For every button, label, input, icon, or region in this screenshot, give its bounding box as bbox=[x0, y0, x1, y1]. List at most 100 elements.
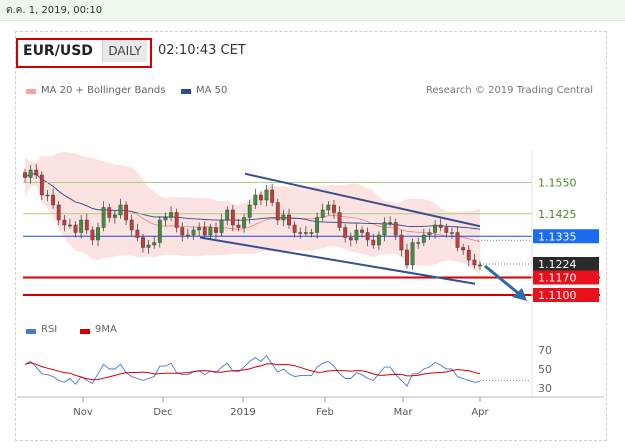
rsi-legend-label: RSI bbox=[41, 324, 58, 335]
bollinger-swatch bbox=[26, 89, 36, 94]
candle-body bbox=[371, 239, 376, 246]
candle-body bbox=[202, 227, 207, 236]
candle-body bbox=[354, 229, 359, 241]
candle-body bbox=[62, 219, 67, 226]
candle-body bbox=[56, 204, 61, 221]
candle-body bbox=[180, 227, 185, 236]
candle-body bbox=[382, 222, 387, 236]
candle-body bbox=[214, 227, 218, 233]
candle-body bbox=[450, 232, 454, 234]
time-label: 02:10:43 CET bbox=[158, 43, 246, 58]
date-bar: ต.ค. 1, 2019, 00:10 bbox=[0, 0, 625, 21]
level-label-box bbox=[533, 257, 599, 271]
level-label-1.1100: 1.1100 bbox=[538, 289, 577, 302]
ma50-swatch bbox=[181, 89, 191, 94]
candle-body bbox=[332, 204, 336, 213]
candle-body bbox=[242, 217, 246, 228]
rsi-ma-swatch bbox=[80, 329, 90, 334]
candle-body bbox=[236, 224, 241, 228]
candle-body bbox=[399, 234, 404, 251]
candle-body bbox=[96, 227, 100, 241]
candle-body bbox=[388, 222, 393, 224]
candle-body bbox=[135, 229, 140, 238]
pair-label: EUR/USD bbox=[23, 43, 93, 59]
channel-upper-line bbox=[244, 172, 481, 228]
rsi-line bbox=[24, 354, 481, 387]
candle-body bbox=[303, 232, 308, 234]
level-label-1.1425: 1.1425 bbox=[538, 208, 577, 221]
candle-body bbox=[197, 227, 202, 231]
rsi-tick-70: 70 bbox=[538, 344, 552, 357]
candle-body bbox=[264, 189, 269, 201]
candle-body bbox=[68, 224, 72, 227]
candle-body bbox=[298, 232, 303, 234]
candle-body bbox=[225, 209, 230, 221]
candle-body bbox=[112, 214, 117, 218]
candle-body bbox=[208, 227, 213, 236]
candle-body bbox=[45, 194, 50, 197]
candle-body bbox=[230, 209, 235, 226]
x-tick-label-Dec: Dec bbox=[153, 407, 172, 418]
candle-body bbox=[129, 219, 134, 231]
candle-body bbox=[259, 194, 263, 201]
candle-body bbox=[326, 204, 331, 211]
candle-body bbox=[292, 224, 297, 233]
candle-body bbox=[107, 207, 112, 218]
candle-body bbox=[73, 224, 78, 233]
candle-body bbox=[337, 212, 342, 228]
level-label-1.1170: 1.1170 bbox=[538, 272, 577, 285]
candle-body bbox=[287, 214, 291, 226]
candle-body bbox=[101, 207, 106, 228]
channel-lower-line bbox=[199, 236, 476, 285]
rsi-ma-line bbox=[24, 362, 481, 381]
timeframe-button[interactable]: DAILY bbox=[102, 40, 147, 62]
candle-body bbox=[438, 224, 443, 228]
level-label-1.1550: 1.1550 bbox=[538, 177, 577, 190]
candle-body bbox=[309, 232, 314, 234]
candle-body bbox=[421, 234, 426, 243]
candle-body bbox=[141, 237, 145, 248]
candle-body bbox=[124, 204, 129, 221]
x-tick-label-Mar: Mar bbox=[394, 407, 414, 418]
x-tick-label-Feb: Feb bbox=[316, 407, 334, 418]
candle-body bbox=[28, 169, 33, 178]
ma50-line bbox=[24, 173, 481, 230]
candle-body bbox=[461, 247, 466, 251]
candle-body bbox=[247, 204, 252, 218]
candle-body bbox=[39, 174, 44, 196]
x-tick-label-Apr: Apr bbox=[471, 407, 489, 418]
candle-body bbox=[90, 229, 95, 241]
level-label-arrow bbox=[592, 229, 599, 244]
candle-body bbox=[360, 229, 364, 233]
credit-label: Research © 2019 Trading Central bbox=[425, 85, 593, 96]
candle-body bbox=[348, 237, 353, 241]
candle-body bbox=[163, 217, 168, 221]
candle-body bbox=[186, 234, 190, 237]
level-label-box bbox=[533, 229, 599, 244]
candle-body bbox=[410, 242, 415, 266]
forecast-arrow-head bbox=[512, 288, 527, 301]
level-label-1.1224: 1.1224 bbox=[538, 258, 577, 271]
candle-body bbox=[427, 232, 432, 236]
candle-body bbox=[219, 219, 224, 233]
candle-body bbox=[146, 244, 151, 248]
level-label-box bbox=[533, 288, 599, 302]
candle-body bbox=[23, 172, 27, 178]
candle-body bbox=[152, 242, 157, 246]
date-text: ต.ค. 1, 2019, 00:10 bbox=[6, 5, 103, 16]
candle-body bbox=[118, 204, 123, 216]
candle-body bbox=[174, 212, 179, 228]
candle-body bbox=[416, 242, 421, 244]
candle-body bbox=[157, 219, 162, 243]
candle-body bbox=[275, 202, 280, 221]
candle-body bbox=[191, 229, 196, 236]
candle-body bbox=[376, 234, 381, 246]
candle-body bbox=[455, 232, 460, 248]
ma50-legend-label: MA 50 bbox=[196, 85, 228, 96]
candle-body bbox=[393, 222, 398, 236]
rsi-ma-legend-label: 9MA bbox=[95, 324, 117, 335]
candle-body bbox=[51, 194, 55, 206]
rsi-swatch bbox=[26, 329, 36, 334]
candle-body bbox=[253, 194, 258, 206]
